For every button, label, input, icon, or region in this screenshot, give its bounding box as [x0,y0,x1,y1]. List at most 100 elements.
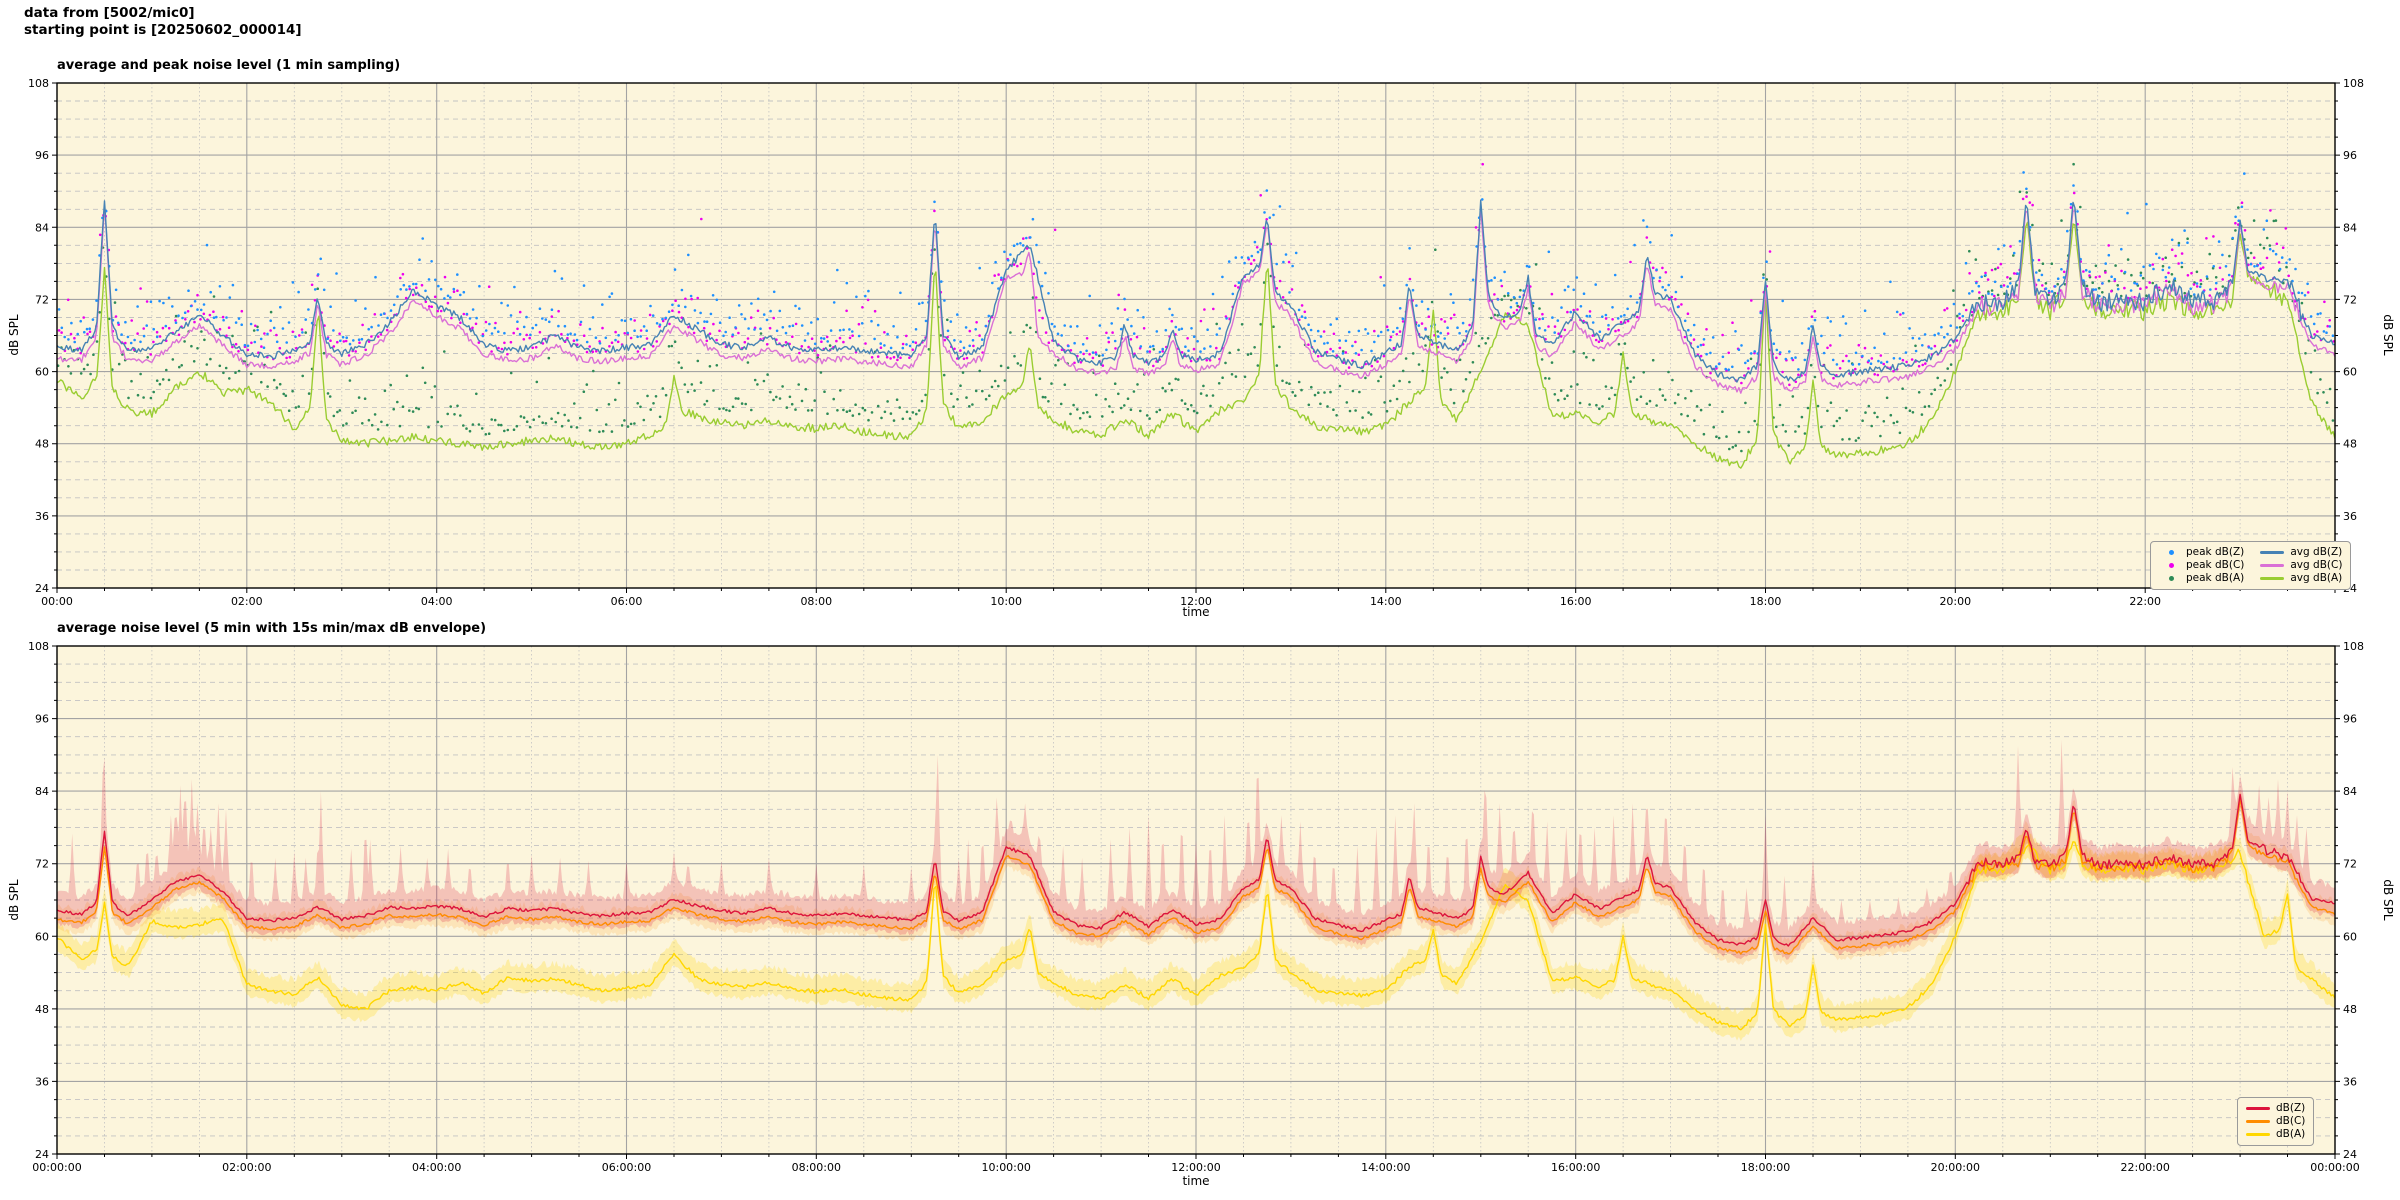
x-tick-label: 14:00:00 [1361,1161,1410,1174]
chart2-ylabel-right: dB SPL [2381,879,2395,921]
x-tick-label: 08:00:00 [792,1161,841,1174]
legend-item-peak-z: peak dB(Z) [2159,546,2244,559]
avg-a-line-icon [2260,576,2285,581]
y-tick-label-right: 36 [2343,1075,2357,1088]
chart1-xlabel: time [1182,605,1210,619]
x-tick-label: 14:00 [1370,595,1402,608]
x-tick-label: 12:00:00 [1171,1161,1220,1174]
legend-label: avg dB(Z) [2290,546,2343,558]
x-tick-label: 18:00:00 [1741,1161,1790,1174]
c-line-icon [2246,1119,2270,1124]
envelope-z [57,739,2335,960]
x-tick-label: 00:00:00 [32,1161,81,1174]
y-tick-label-right: 108 [2343,640,2364,653]
legend-label: avg dB(A) [2290,572,2343,584]
legend-item-c: dB(C) [2246,1115,2305,1128]
series-line-a [57,841,2335,1031]
y-tick-label-right: 60 [2343,930,2357,943]
a-line-icon [2246,1132,2270,1137]
legend-item-peak-c: peak dB(C) [2159,559,2244,572]
y-tick-label-left: 72 [35,858,49,871]
scatter-peak_a [57,162,2335,453]
x-tick-label: 12:00 [1180,595,1212,608]
y-tick-label-left: 36 [35,1075,49,1088]
legend-label: avg dB(C) [2290,559,2343,571]
scatter-peak_c [57,162,2335,387]
x-tick-label: 10:00:00 [981,1161,1030,1174]
y-tick-label-right: 60 [2343,366,2357,379]
legend-label: dB(A) [2276,1128,2306,1140]
legend-label: peak dB(Z) [2186,546,2245,558]
grid-major [57,646,2335,1154]
x-tick-label: 02:00 [231,595,263,608]
x-tick-label: 08:00 [800,595,832,608]
y-tick-label-right: 36 [2343,510,2357,523]
y-tick-label-left: 84 [35,221,49,234]
chart2-legend: dB(Z) dB(C) dB(A) [2237,1097,2315,1146]
series-line-avg_a [57,221,2335,469]
legend-item-z: dB(Z) [2246,1102,2305,1115]
grid-major [57,83,2335,588]
y-tick-label-left: 72 [35,293,49,306]
avg-z-line-icon [2260,550,2285,555]
x-tick-label: 00:00:00 [2310,1161,2359,1174]
series-line-avg_z [57,199,2335,383]
x-tick-label: 22:00:00 [2120,1161,2169,1174]
chart2-title: average noise level (5 min with 15s min/… [57,621,487,636]
y-tick-label-right: 48 [2343,438,2357,451]
y-tick-label-left: 48 [35,438,49,451]
y-tick-label-left: 24 [35,582,49,595]
x-tick-label: 20:00 [1939,595,1971,608]
peak-a-marker-icon [2168,576,2174,581]
x-tick-label: 02:00:00 [222,1161,271,1174]
legend-label: dB(Z) [2276,1102,2306,1114]
y-tick-label-right: 84 [2343,785,2357,798]
x-tick-label: 00:00 [41,595,73,608]
legend-item-peak-a: peak dB(A) [2159,572,2244,585]
x-tick-label: 16:00 [1560,595,1592,608]
x-tick-label: 16:00:00 [1551,1161,1600,1174]
x-tick-label: 06:00:00 [602,1161,651,1174]
series-line-c [57,798,2335,955]
y-tick-label-right: 96 [2343,713,2357,726]
y-tick-label-left: 36 [35,510,49,523]
header-line-1: data from [5002/mic0] [24,5,195,21]
y-tick-label-left: 60 [35,930,49,943]
y-tick-label-right: 72 [2343,293,2357,306]
y-tick-label-left: 84 [35,785,49,798]
legend-label: dB(C) [2276,1115,2306,1127]
header-line-2: starting point is [20250602_000014] [24,22,302,38]
chart1-ylabel-right: dB SPL [2381,314,2395,356]
legend-item-a: dB(A) [2246,1128,2305,1141]
y-tick-label-left: 48 [35,1003,49,1016]
y-tick-label-right: 84 [2343,221,2357,234]
x-tick-label: 20:00:00 [1931,1161,1980,1174]
x-tick-label: 10:00 [990,595,1022,608]
legend-item-avg-a: avg dB(A) [2260,572,2342,585]
chart2-ylabel-left: dB SPL [7,879,21,921]
chart2-xlabel: time [1182,1174,1210,1188]
envelope-a [57,822,2335,1041]
y-tick-label-right: 108 [2343,77,2364,90]
x-tick-label: 18:00 [1750,595,1782,608]
legend-label: peak dB(A) [2186,572,2245,584]
y-tick-label-left: 108 [28,640,49,653]
y-tick-label-left: 96 [35,713,49,726]
chart1-title: average and peak noise level (1 min samp… [57,58,401,73]
series-line-z [57,793,2335,947]
x-tick-label: 06:00 [611,595,643,608]
x-tick-label: 22:00 [2129,595,2161,608]
y-tick-label-left: 24 [35,1148,49,1161]
z-line-icon [2246,1106,2270,1111]
series-line-avg_c [57,204,2335,394]
legend-item-avg-z: avg dB(Z) [2260,546,2342,559]
y-tick-label-left: 96 [35,149,49,162]
peak-z-marker-icon [2168,550,2174,555]
chart1-ylabel-left: dB SPL [7,314,21,356]
avg-c-line-icon [2260,563,2285,568]
y-tick-label-right: 72 [2343,858,2357,871]
axis-ticks [52,645,2340,1159]
x-tick-label: 04:00:00 [412,1161,461,1174]
